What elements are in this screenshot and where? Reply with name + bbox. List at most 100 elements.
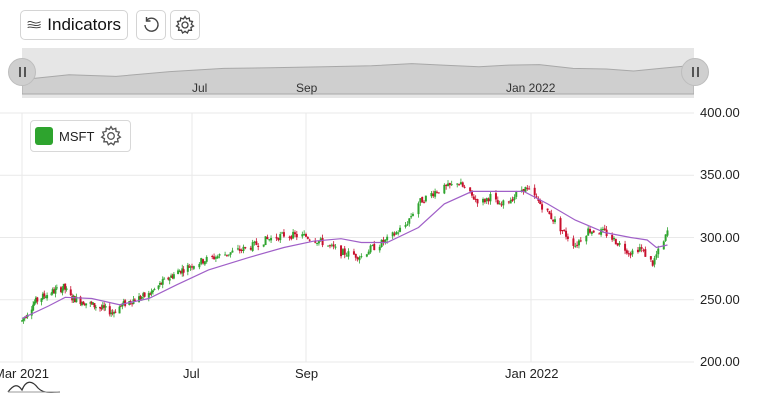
candle [600,227,603,237]
candle [139,294,142,301]
reset-button[interactable] [136,10,166,40]
candle [181,264,184,277]
candle [423,200,426,204]
navigator-right-handle[interactable] [681,58,709,86]
indicators-button[interactable]: Indicators [20,10,128,40]
candle [327,245,330,247]
gear-icon[interactable] [100,125,122,147]
candle [251,239,254,252]
candle [275,233,278,241]
x-tick-mar-2021: Mar 2021 [0,366,49,381]
candle [189,265,192,271]
navigator-label-sep: Sep [296,81,318,95]
candle [330,243,333,248]
candle [450,180,453,187]
candle [328,244,331,249]
candle [69,286,72,297]
candle [443,183,446,195]
candle [579,237,582,243]
candle [651,260,654,267]
navigator-area [21,63,695,95]
candle [41,291,44,300]
candle [624,240,627,255]
candle [494,190,497,203]
x-tick-jul: Jul [183,366,200,381]
candle [528,185,531,190]
candle [163,276,166,280]
y-tick-400: 400.00 [700,105,740,120]
candle [589,225,592,234]
candle [93,303,96,310]
candle [358,255,361,264]
candle [498,200,501,205]
grid-layer [0,112,694,363]
candle [435,190,438,194]
candle [561,229,564,235]
candle [253,240,256,246]
y-tick-250: 250.00 [700,292,740,307]
candle [188,263,191,268]
candle [99,306,102,312]
indicators-label: Indicators [47,15,121,34]
candle [472,193,475,200]
candle [238,245,241,254]
candle [36,296,39,305]
candle [590,231,593,236]
candle [417,201,420,218]
candle [257,243,260,251]
candle [565,227,568,240]
candle [636,246,639,254]
mountain-icon[interactable] [7,381,61,393]
candle [614,238,617,245]
candle [552,219,555,225]
candle [92,302,95,305]
candle [461,181,464,188]
series-name: MSFT [59,128,95,144]
candle [191,263,193,271]
candle [53,287,56,294]
candle [153,287,156,291]
candle [448,182,451,189]
candle [65,286,68,292]
candle [458,183,461,186]
candle [352,248,355,255]
candle [657,245,660,258]
navigator[interactable]: Jul Sep Jan 2022 [21,48,695,98]
candle [553,216,556,225]
candle [277,237,280,242]
candle [101,301,104,310]
candle [64,283,67,294]
candle [231,247,234,253]
candle [343,245,346,259]
navigator-left-handle[interactable] [8,58,36,86]
candle [264,236,267,246]
candle [393,231,396,237]
moving-average-line [21,190,668,319]
candle [511,196,514,202]
candle [577,239,580,249]
candle [410,213,413,219]
candle [22,318,25,324]
candle [167,276,170,281]
candle [103,302,106,312]
candle [119,305,122,308]
candle [653,255,656,268]
candle [644,246,647,257]
candle [149,292,152,296]
series-legend[interactable]: MSFT [30,120,131,152]
candle [51,287,54,296]
candle [627,250,630,257]
candle [345,252,348,257]
settings-button[interactable] [170,10,200,40]
candle [34,295,37,304]
candle [625,248,628,255]
candle [143,292,146,298]
candle [347,248,350,260]
candle [616,242,619,247]
candle [640,244,643,253]
candle [112,310,115,318]
candle [507,200,510,205]
candle [172,272,175,280]
candle [104,303,107,311]
